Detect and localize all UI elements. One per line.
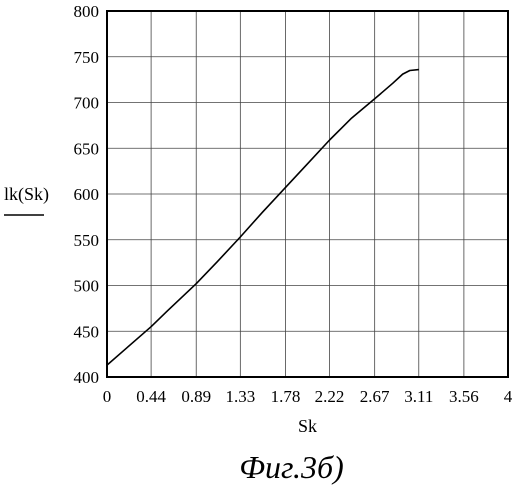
y-axis-label: lk(Sk) — [4, 184, 49, 205]
figure-caption: Фиг.3б) — [239, 449, 344, 485]
y-tick-label: 600 — [74, 185, 100, 204]
x-tick-label: 0.89 — [181, 387, 211, 406]
y-tick-label: 800 — [74, 2, 100, 21]
y-tick-label: 550 — [74, 231, 100, 250]
y-tick-label: 650 — [74, 139, 100, 158]
x-tick-label: 1.78 — [271, 387, 301, 406]
x-tick-label: 0 — [103, 387, 112, 406]
y-tick-labels: 400 450 500 550 600 650 700 750 800 — [74, 2, 100, 387]
x-tick-label: 3.11 — [404, 387, 433, 406]
x-tick-labels: 0 0.44 0.89 1.33 1.78 2.22 2.67 3.11 3.56 4 — [103, 387, 513, 406]
series-line — [106, 68, 419, 366]
y-tick-label: 700 — [74, 94, 100, 113]
x-tick-label: 1.33 — [225, 387, 255, 406]
y-tick-label: 500 — [74, 277, 100, 296]
x-axis-label: Sk — [298, 416, 317, 436]
x-tick-label: 2.22 — [315, 387, 345, 406]
plot-frame — [106, 10, 509, 378]
x-tick-label: 4 — [504, 387, 513, 406]
y-tick-label: 450 — [74, 322, 100, 341]
x-tick-label: 3.56 — [449, 387, 479, 406]
grid — [107, 11, 508, 377]
y-tick-label: 750 — [74, 48, 100, 67]
series-layer — [106, 68, 419, 366]
y-tick-label: 400 — [74, 368, 100, 387]
x-tick-label: 2.67 — [360, 387, 390, 406]
x-tick-label: 0.44 — [136, 387, 166, 406]
